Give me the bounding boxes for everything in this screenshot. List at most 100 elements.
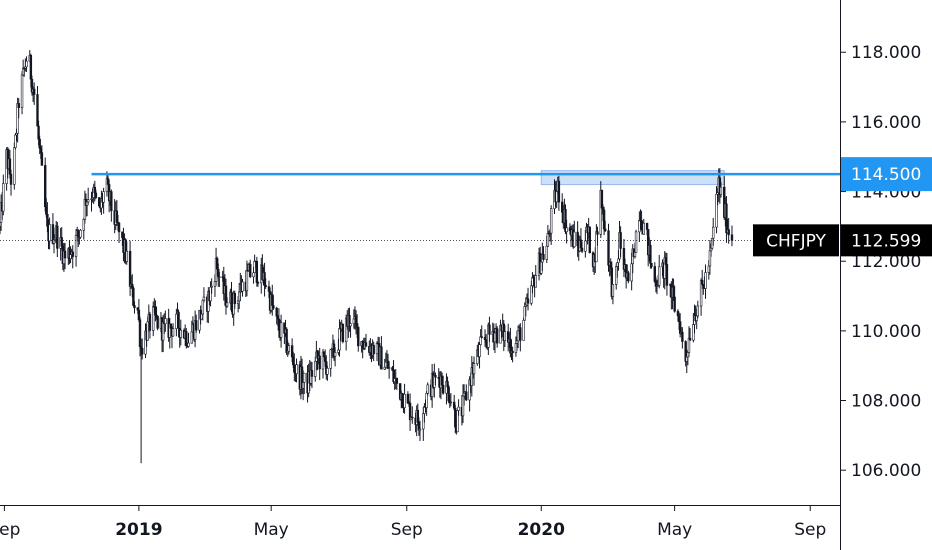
y-tick-label: 110.000: [851, 322, 921, 342]
candle: [457, 399, 460, 416]
candle-body: [77, 230, 80, 237]
candle: [272, 295, 275, 310]
candle: [17, 98, 20, 119]
candle: [627, 270, 630, 284]
candle: [411, 406, 414, 424]
candle: [511, 346, 514, 363]
candle: [187, 332, 190, 348]
last-price-badge: [841, 224, 932, 257]
candle-body: [71, 251, 74, 257]
candle-body: [704, 272, 707, 289]
candle: [596, 226, 599, 246]
candle-body: [441, 384, 445, 394]
candle-body: [480, 336, 483, 338]
candle: [48, 217, 51, 250]
candle-body: [148, 313, 152, 331]
candle-body: [326, 368, 329, 375]
candle-body: [48, 224, 51, 242]
candle-body: [411, 416, 414, 419]
candle-body: [650, 263, 653, 267]
candle: [549, 205, 553, 245]
candle: [603, 220, 607, 232]
candle-body: [727, 229, 730, 236]
candle: [357, 326, 360, 352]
candle-body: [187, 342, 190, 347]
candle: [372, 341, 375, 362]
candle-body: [649, 244, 652, 264]
candle: [634, 229, 638, 253]
candle: [156, 315, 159, 331]
candle: [472, 356, 476, 386]
candle-body: [526, 298, 530, 304]
candle: [171, 323, 175, 337]
candlestick-layer: [0, 50, 734, 464]
candle-body: [79, 229, 82, 238]
candle-body: [225, 302, 229, 307]
candle-body: [588, 226, 591, 253]
candle-body: [110, 191, 113, 212]
candle-body: [102, 191, 105, 203]
candle: [719, 181, 723, 198]
candle: [148, 311, 152, 339]
candle-body: [511, 350, 514, 354]
candle-body: [32, 88, 36, 95]
candle-body: [633, 252, 637, 257]
candle-body: [255, 260, 259, 283]
y-tick-label: 118.000: [851, 43, 921, 63]
y-tick-label: 108.000: [851, 392, 921, 412]
candle-body: [658, 266, 661, 286]
x-tick-label: Sep: [794, 520, 826, 540]
candle: [63, 243, 67, 270]
candle-body: [341, 323, 345, 342]
candle: [40, 145, 44, 166]
candle: [519, 323, 522, 352]
candle-body: [25, 60, 28, 68]
candle-body: [542, 254, 545, 260]
candle-body: [357, 326, 360, 347]
candle-body: [20, 74, 24, 108]
candle: [318, 347, 321, 381]
candle-body: [395, 377, 399, 384]
candle: [542, 246, 545, 261]
candle-body: [333, 352, 337, 357]
candle: [218, 271, 221, 288]
last-price-label: 112.599: [851, 231, 921, 251]
candle: [13, 142, 16, 190]
candle-body: [364, 342, 368, 347]
candle-body: [522, 319, 525, 341]
candle: [36, 86, 39, 127]
candle: [588, 226, 591, 254]
candle: [434, 372, 437, 386]
candle-body: [387, 367, 391, 369]
candle: [210, 278, 213, 294]
candle: [580, 241, 584, 254]
candle-body: [465, 391, 468, 401]
candle-body: [611, 284, 615, 297]
candle: [408, 393, 412, 431]
candle: [426, 382, 429, 396]
candle-body: [40, 152, 44, 166]
candle-body: [94, 192, 98, 198]
candle: [449, 392, 453, 407]
candle: [179, 319, 182, 346]
candle: [79, 229, 82, 239]
candle-body: [218, 276, 221, 278]
candle-body: [418, 428, 422, 431]
candle-body: [349, 323, 352, 327]
candle: [642, 218, 645, 235]
candle-body: [425, 392, 428, 408]
candle-body: [634, 231, 638, 253]
candle: [110, 189, 113, 222]
candle: [133, 301, 136, 314]
candle: [387, 361, 391, 379]
candle-body: [272, 305, 275, 309]
candle-body: [171, 328, 175, 337]
candle: [650, 263, 653, 269]
candle: [681, 327, 684, 349]
candle-body: [719, 186, 723, 195]
x-tick-label: Sep: [0, 520, 20, 540]
candle: [380, 336, 383, 370]
candle: [403, 383, 406, 414]
resistance-zone: [540, 170, 725, 186]
